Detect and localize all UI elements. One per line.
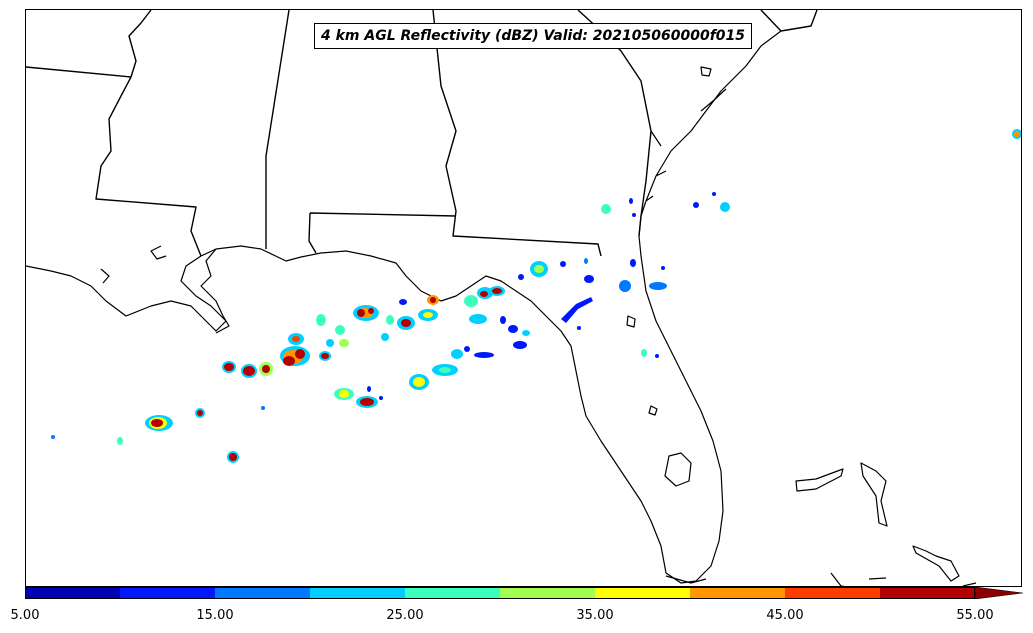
map-title: 4 km AGL Reflectivity (dBZ) Valid: 20210… (314, 23, 753, 49)
bahamas-2 (860, 462, 888, 527)
colorbar-segment (690, 587, 786, 599)
colorbar (25, 587, 1024, 599)
colorbar-tick-label: 15.00 (196, 608, 234, 623)
colorbar-tick-label: 35.00 (576, 608, 614, 623)
cell-group-central (261, 295, 439, 410)
coastlines (26, 30, 977, 586)
lake-okeechobee (664, 452, 692, 487)
colorbar-segment (310, 587, 406, 599)
colorbar-tick-label: 5.00 (10, 608, 40, 623)
bahamas-3 (912, 545, 960, 582)
cell-group-southeast (379, 346, 494, 400)
colorbar-segment (405, 587, 501, 599)
colorbar-segment (215, 587, 311, 599)
coast-atlantic (26, 30, 782, 584)
coast-atlantic-inlets (645, 88, 727, 202)
border-al-ga (432, 10, 602, 257)
border-ms-la-west (95, 76, 202, 257)
colorbar-segment (500, 587, 596, 599)
border-sc-nc (760, 10, 818, 32)
coast-delta (100, 245, 230, 334)
map-canvas (26, 10, 1021, 586)
border-ms-la (128, 10, 152, 78)
colorbar-segment (880, 587, 976, 599)
colorbar-tick-label: 45.00 (766, 608, 804, 623)
colorbar-tick-label: 55.00 (956, 608, 994, 623)
colorbar-segment (785, 587, 881, 599)
reflectivity-cells (51, 129, 1021, 463)
colorbar-outline (25, 587, 975, 599)
state-borders (26, 10, 818, 257)
cell-group-west (51, 361, 273, 463)
border-ms-tn (26, 66, 132, 78)
colorbar-segment (595, 587, 691, 599)
cell-group-northeast (464, 129, 1021, 358)
bahamas-4 (830, 572, 887, 586)
lake-small-1 (626, 315, 636, 328)
coast-keys (665, 575, 707, 584)
bahamas-5 (962, 582, 977, 586)
colorbar-segment (120, 587, 216, 599)
border-al-fl (308, 212, 457, 254)
lake-small-2 (648, 405, 658, 416)
map-frame: 4 km AGL Reflectivity (dBZ) Valid: 20210… (25, 9, 1022, 587)
colorbar-segments (25, 587, 976, 599)
colorbar-tick-label: 25.00 (386, 608, 424, 623)
colorbar-segment (25, 587, 121, 599)
lake-small-3 (700, 66, 712, 77)
border-al-ms (265, 10, 290, 249)
bahamas-1 (795, 468, 844, 492)
colorbar-extend-arrow (974, 587, 1024, 599)
